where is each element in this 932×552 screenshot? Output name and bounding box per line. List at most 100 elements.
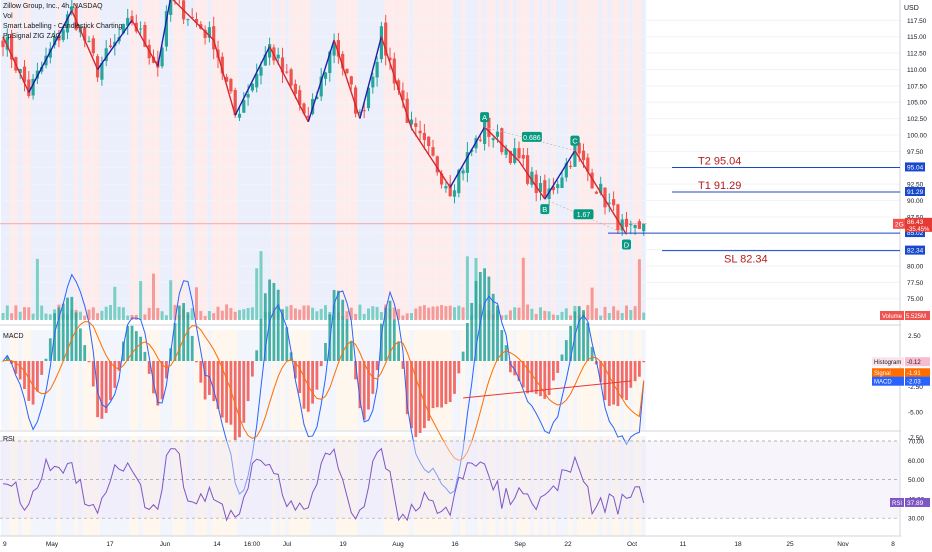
- volume-bar: [152, 273, 155, 320]
- session-stripe: [637, 0, 642, 318]
- macd-title[interactable]: MACD: [3, 333, 24, 340]
- macd-stripe: [499, 330, 504, 430]
- price-tick-label: 87.50: [907, 214, 924, 221]
- candle-body: [435, 156, 439, 173]
- volume-bar: [173, 304, 177, 320]
- zigzag-segment: [97, 19, 133, 70]
- session-stripe: [181, 0, 186, 318]
- stop-loss-label: SL 82.34: [724, 254, 768, 266]
- volume-bar: [121, 307, 125, 320]
- session-stripe: [409, 0, 414, 318]
- volume-bar: [629, 310, 633, 320]
- session-stripe: [396, 0, 401, 318]
- volume-bar: [453, 307, 456, 320]
- macd-stripe: [56, 330, 62, 430]
- session-stripe: [482, 0, 487, 318]
- rsi-stripe: [435, 436, 440, 536]
- rsi-stripe: [340, 436, 345, 536]
- time-tick-label: 18: [734, 541, 742, 548]
- macd-stripe: [190, 330, 195, 430]
- volume-value-badge: [905, 311, 930, 320]
- session-stripe: [426, 0, 431, 318]
- rsi-stripe: [319, 436, 324, 536]
- time-axis[interactable]: 9 May 17 Jun 14 16:00 Jul 19 Aug 16 Sep 22 Oct 11 18 25…: [3, 541, 895, 548]
- symbol-title[interactable]: Zillow Group, Inc., 4h, NASDAQ: [3, 3, 103, 10]
- session-stripe: [56, 0, 62, 318]
- session-stripe: [499, 0, 504, 318]
- macd-histogram-bar: [461, 351, 465, 361]
- macd-stripe: [387, 330, 393, 430]
- candle-body: [27, 79, 31, 96]
- session-stripe: [271, 0, 277, 318]
- rsi-stripe: [48, 436, 53, 536]
- price-axis[interactable]: USD 117.50 115.00 112.50 110.00 107.50 105.00 1…: [872, 0, 932, 550]
- macd-stripe: [555, 330, 560, 430]
- macd-stripe: [465, 330, 470, 430]
- macd-histogram-bar: [57, 307, 61, 361]
- volume-bar: [238, 310, 241, 320]
- rsi-stripe: [448, 436, 453, 536]
- volume-bar: [285, 306, 289, 320]
- rsi-stripe: [572, 436, 578, 536]
- macd-histogram-bar: [582, 310, 585, 361]
- volume-legend[interactable]: Vol: [3, 13, 13, 20]
- time-tick-label: May: [46, 541, 59, 548]
- session-stripe: [357, 0, 363, 318]
- rsi-stripe: [405, 436, 410, 536]
- candle-body: [564, 163, 568, 178]
- session-stripe: [546, 0, 552, 318]
- rsi-stripe: [460, 436, 466, 536]
- volume-bar: [315, 311, 319, 320]
- price-tick-label: 77.50: [907, 280, 924, 287]
- rsi-title[interactable]: RSI: [3, 436, 15, 443]
- session-stripe: [280, 0, 285, 318]
- macd-histogram-bar: [242, 361, 246, 423]
- session-stripe: [147, 0, 152, 318]
- candle-body: [164, 11, 168, 47]
- session-stripe: [207, 0, 212, 318]
- macd-histogram-bar: [272, 282, 276, 361]
- indicator-legend-zigzag[interactable]: PpSignal ZIG ZAG: [3, 33, 61, 40]
- macd-stripe: [276, 330, 281, 430]
- volume-bar: [156, 307, 160, 320]
- macd-histogram-bar: [165, 361, 168, 379]
- rsi-stripe: [172, 436, 178, 536]
- session-stripe: [142, 0, 148, 318]
- signal-line: [2, 321, 645, 461]
- candle-body: [57, 35, 61, 41]
- candle-body: [100, 63, 104, 80]
- macd-histogram-bar: [384, 307, 388, 361]
- candle-body: [547, 188, 551, 200]
- candle-body: [612, 199, 616, 206]
- rsi-stripe: [357, 436, 363, 536]
- volume-bar: [345, 311, 349, 320]
- volume-bar: [616, 310, 620, 320]
- time-tick-label: Jul: [283, 541, 292, 548]
- volume-bar: [96, 313, 100, 320]
- macd-pane[interactable]: [1, 268, 646, 495]
- rsi-pane[interactable]: [0, 440, 900, 522]
- zigzag-segment: [307, 39, 335, 123]
- candle-body: [53, 36, 57, 46]
- macd-histogram-bar: [298, 361, 302, 394]
- candle-body: [104, 48, 108, 62]
- macd-histogram-bar: [556, 361, 560, 373]
- macd-histogram-bar: [70, 296, 74, 361]
- session-stripe: [538, 0, 543, 318]
- macd-histogram-bar: [229, 361, 233, 425]
- zigzag-segment: [380, 36, 413, 129]
- volume-bar: [440, 304, 444, 320]
- candle-body: [508, 150, 512, 164]
- macd-histogram-bar: [87, 361, 91, 363]
- candles[interactable]: [1, 0, 646, 236]
- indicator-legend-smart-labelling[interactable]: Smart Labelling - Candlestick Charting: [3, 23, 123, 30]
- rsi-stripe: [430, 436, 436, 536]
- macd-histogram-bar: [397, 341, 400, 361]
- session-stripe: [559, 0, 565, 318]
- volume-bar: [134, 314, 138, 320]
- candle-body: [87, 40, 91, 42]
- target-t2-label: T2 95.04: [698, 155, 741, 167]
- macd-histogram-bar: [638, 361, 641, 377]
